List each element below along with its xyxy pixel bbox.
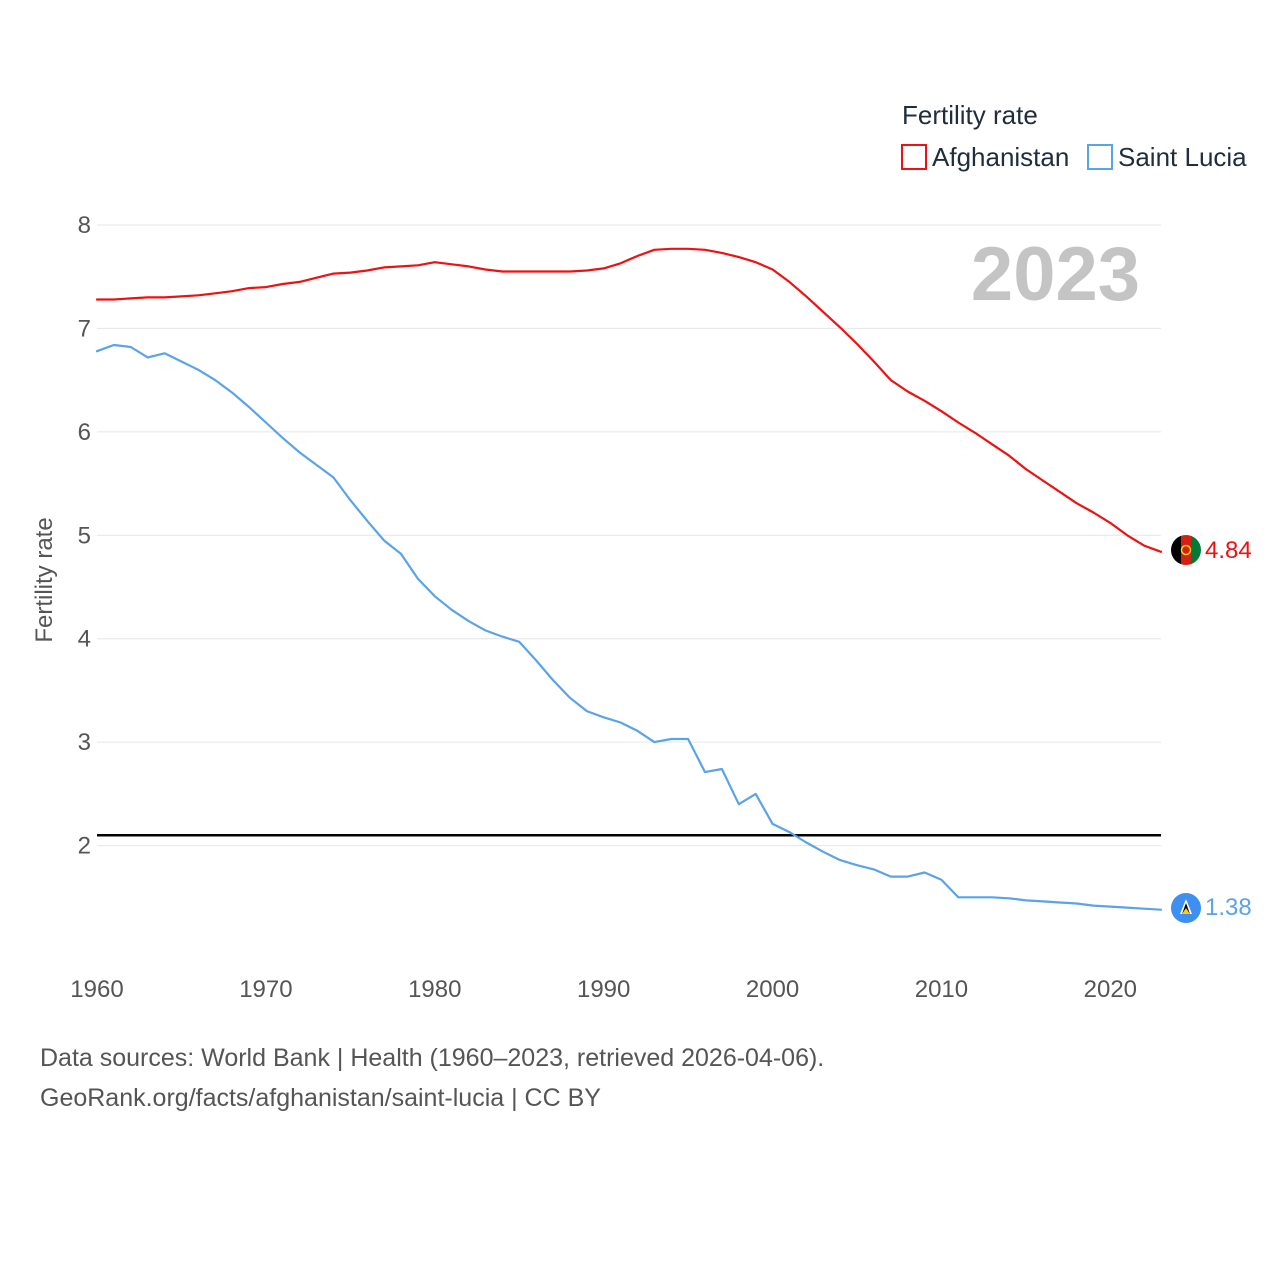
y-axis-label: Fertility rate — [31, 517, 58, 642]
y-tick-label: 7 — [78, 315, 91, 342]
y-tick-label: 3 — [78, 729, 91, 756]
gridlines — [97, 224, 1161, 847]
y-tick-label: 2 — [78, 833, 91, 860]
x-tick-label: 2010 — [915, 976, 968, 1003]
y-tick-label: 5 — [78, 522, 91, 549]
x-tick-label: 1970 — [239, 976, 292, 1003]
y-tick-label: 6 — [78, 419, 91, 446]
data-source-note: Data sources: World Bank | Health (1960–… — [40, 1044, 825, 1072]
year-label: 2023 — [971, 232, 1140, 317]
legend-label-afghanistan[interactable]: Afghanistan — [932, 142, 1069, 172]
series-line-afghanistan[interactable] — [95, 247, 1163, 553]
x-tick-label: 2020 — [1084, 976, 1137, 1003]
saint-lucia-end-marker: 1.38 — [1171, 893, 1252, 923]
x-tick-label: 1960 — [70, 976, 123, 1003]
afghanistan-flag-icon — [1171, 535, 1201, 565]
saint-lucia-end-value: 1.38 — [1205, 894, 1252, 921]
legend-swatch-saint-lucia[interactable] — [1087, 144, 1113, 170]
series-layer — [95, 247, 1163, 911]
x-tick-label: 1980 — [408, 976, 461, 1003]
legend-swatch-afghanistan[interactable] — [901, 144, 927, 170]
afghanistan-end-marker: 4.84 — [1171, 535, 1252, 565]
fertility-rate-chart: 2 3 4 5 6 7 8 1960 1970 1980 1990 2000 2010 2020 Fer… — [31, 100, 1252, 1003]
y-axis-ticks: 2 3 4 5 6 7 8 — [78, 212, 91, 860]
y-tick-label: 8 — [78, 212, 91, 239]
series-line-saint-lucia[interactable] — [95, 343, 1163, 911]
legend: Fertility rate Afghanistan Saint Lucia — [901, 100, 1247, 172]
x-tick-label: 2000 — [746, 976, 799, 1003]
legend-title: Fertility rate — [902, 100, 1038, 130]
x-tick-label: 1990 — [577, 976, 630, 1003]
y-tick-label: 4 — [78, 626, 91, 653]
source-url[interactable]: GeoRank.org/facts/afghanistan/saint-luci… — [40, 1084, 601, 1112]
x-axis-ticks: 1960 1970 1980 1990 2000 2010 2020 — [70, 976, 1137, 1003]
afghanistan-end-value: 4.84 — [1205, 537, 1252, 564]
saint-lucia-flag-icon — [1171, 893, 1201, 923]
legend-label-saint-lucia[interactable]: Saint Lucia — [1118, 142, 1247, 172]
